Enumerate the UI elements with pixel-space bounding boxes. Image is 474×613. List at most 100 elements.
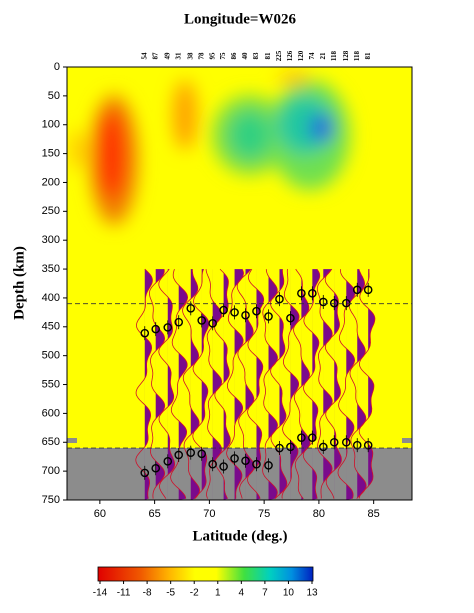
trace — [192, 268, 210, 499]
pick — [341, 298, 351, 308]
pick — [140, 468, 150, 478]
y-tick-label: 450 — [42, 321, 60, 333]
pick — [241, 310, 250, 320]
trace — [358, 269, 376, 499]
trace-fill — [312, 269, 320, 500]
trace-fill — [357, 269, 367, 500]
trace-count: 81 — [364, 52, 372, 60]
trace-count: 40 — [241, 52, 249, 60]
trace — [214, 268, 231, 499]
pick — [297, 433, 306, 442]
x-tick-label: 70 — [203, 508, 215, 520]
trace — [324, 268, 342, 499]
x-tick-label: 80 — [313, 508, 325, 520]
pick — [163, 323, 173, 332]
colorbar-tick-label: 10 — [283, 588, 295, 599]
pick — [318, 297, 328, 307]
y-tick-label: 400 — [42, 292, 60, 304]
trace — [148, 269, 166, 499]
trace-fill — [334, 269, 342, 500]
trace-count: 78 — [197, 52, 205, 60]
x-tick-label: 65 — [148, 508, 160, 520]
y-tick-label: 150 — [42, 148, 60, 160]
pick — [208, 459, 217, 469]
y-tick-label: 200 — [42, 176, 60, 188]
trace — [348, 268, 367, 499]
trace-count: 95 — [208, 52, 216, 60]
trace-fill — [144, 269, 153, 500]
trace — [158, 268, 176, 499]
y-tick-label: 0 — [54, 61, 60, 73]
trace-fill — [323, 269, 333, 500]
x-tick-label: 60 — [94, 508, 106, 520]
colorbar-tick-label: -8 — [143, 588, 152, 599]
trace-count: 81 — [264, 52, 272, 60]
y-tick-label: 300 — [42, 234, 60, 246]
pick — [318, 442, 328, 452]
edge-tab — [67, 438, 77, 443]
trace-fill — [155, 269, 165, 500]
trace-count: 128 — [342, 50, 350, 61]
y-tick-label: 250 — [42, 205, 60, 217]
trace — [135, 268, 153, 499]
colorbar — [97, 566, 314, 582]
trace-fill — [256, 269, 264, 500]
y-tick-label: 100 — [42, 119, 60, 131]
colorbar-tick-label: 13 — [306, 588, 318, 599]
pick — [208, 319, 217, 328]
trace-fill — [245, 269, 255, 500]
pick — [363, 440, 373, 450]
trace-count: 118 — [330, 50, 338, 61]
pick — [174, 450, 184, 460]
pick — [352, 285, 362, 295]
chart-title: Longitude=W026 — [184, 11, 296, 27]
trace — [226, 268, 244, 499]
trace-count: 49 — [163, 52, 171, 60]
trace-fill — [223, 269, 231, 500]
trace-count: 83 — [252, 52, 260, 60]
trace-fill — [368, 269, 375, 500]
trace-count: 225 — [275, 50, 283, 61]
anomalies — [68, 71, 350, 225]
trace-count: 74 — [308, 52, 316, 60]
trace-fill — [301, 269, 310, 500]
trace-fill — [190, 269, 200, 500]
trace-count: 118 — [353, 50, 361, 61]
pick — [308, 289, 317, 298]
pick — [140, 328, 150, 338]
colorbar-tick-label: -2 — [190, 588, 199, 599]
trace — [281, 269, 300, 499]
trace-fill — [268, 269, 278, 500]
y-tick-label: 600 — [42, 407, 60, 419]
pick — [186, 304, 196, 313]
trace — [205, 269, 223, 499]
y-tick-label: 500 — [42, 350, 60, 362]
trace-count: 87 — [151, 52, 159, 60]
pick — [264, 461, 273, 470]
y-tick-label: 750 — [42, 494, 60, 506]
trace-fill — [234, 269, 244, 500]
pick — [151, 324, 161, 334]
colorbar-tick-label: 4 — [239, 588, 245, 599]
trace — [236, 268, 255, 499]
pick — [230, 454, 239, 463]
pick — [363, 285, 373, 295]
pick — [241, 456, 250, 466]
y-tick-label: 550 — [42, 378, 60, 390]
trace — [316, 268, 333, 499]
pick — [230, 308, 239, 317]
trace-count: 75 — [219, 52, 227, 60]
pick — [252, 459, 261, 469]
colorbar-tick-label: -5 — [166, 588, 175, 599]
trace-fill — [178, 269, 188, 500]
pick — [252, 306, 261, 316]
pick — [219, 462, 228, 471]
y-tick-label: 50 — [48, 90, 60, 102]
pick — [219, 305, 228, 315]
trace — [247, 268, 265, 499]
trace — [262, 269, 278, 499]
colorbar-tick-label: -14 — [93, 588, 108, 599]
pick — [186, 448, 196, 457]
pick — [197, 316, 207, 325]
